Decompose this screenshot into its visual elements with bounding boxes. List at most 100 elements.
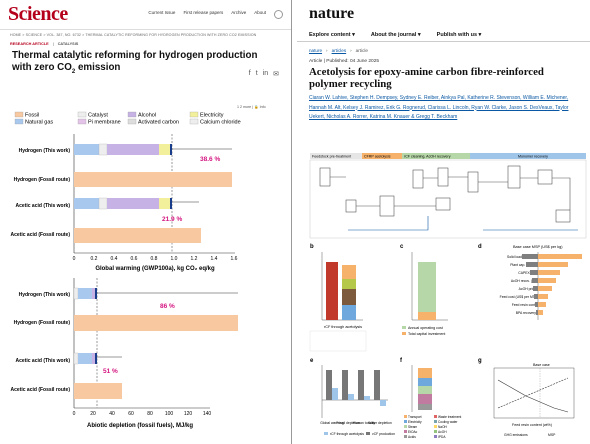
row-label: Acetic acid (Fossil route) — [11, 387, 71, 393]
svg-text:AcOH price: AcOH price — [519, 287, 536, 291]
svg-text:Total capital investment: Total capital investment — [408, 332, 445, 336]
row-label: Hydrogen (This work) — [19, 148, 71, 154]
bar — [538, 310, 543, 315]
legend-natural-gas: Natural gas — [25, 120, 53, 126]
svg-text:Transport: Transport — [408, 415, 422, 419]
nature-logo[interactable]: nature — [309, 5, 355, 22]
nav-current-issue[interactable]: Current Issue — [148, 10, 176, 15]
svg-text:Fossil depletion: Fossil depletion — [336, 421, 360, 425]
bar-segment — [78, 353, 92, 364]
svg-text:80: 80 — [147, 411, 153, 417]
bar — [538, 278, 556, 283]
svg-text:f: f — [400, 358, 403, 364]
science-logo[interactable]: Science — [8, 3, 68, 25]
svg-text:0.4: 0.4 — [111, 256, 118, 262]
bar — [538, 294, 548, 299]
chart1-xlabel: Global warming (GWP100a), kg CO₂ eq/kg — [95, 266, 215, 272]
chart-legend: Fossil Natural gas Catalyst Pi membrane … — [14, 111, 241, 126]
bar — [342, 289, 356, 305]
author-list[interactable]: Ciaran W. Lahive, Stephen H. Dempsey, Sy… — [309, 95, 569, 120]
bar-segment — [170, 198, 172, 209]
bar-segment — [159, 198, 170, 209]
bar — [522, 254, 538, 259]
linkedin-icon[interactable]: in — [262, 70, 269, 77]
svg-text:Feed resin content (wt%): Feed resin content (wt%) — [512, 423, 552, 427]
bar-segment — [73, 287, 79, 300]
row-label: Hydrogen (This work) — [19, 292, 71, 298]
bar-segment — [92, 288, 95, 299]
bar — [326, 370, 332, 400]
legend-pi-membrane: Pi membrane — [88, 120, 121, 126]
bar-segment — [98, 197, 108, 210]
email-icon[interactable]: ✉ — [273, 71, 279, 78]
bar — [342, 305, 356, 320]
panel-f-ghg-breakdown: f Transport Electricity Steam EtOAc Acid… — [400, 358, 461, 439]
bar — [326, 262, 338, 320]
ghg-line — [497, 379, 569, 413]
svg-text:e: e — [310, 358, 314, 364]
svg-text:Monomer recovery: Monomer recovery — [518, 155, 548, 159]
svg-text:IPDA: IPDA — [438, 435, 446, 439]
svg-text:g: g — [478, 358, 482, 364]
menu-publish[interactable]: Publish with us ▾ — [436, 31, 482, 38]
science-nav: Current Issue First release papers Archi… — [148, 10, 283, 19]
breadcrumb: nature › articles › article — [309, 48, 368, 53]
row-label: Acetic acid (Fossil route) — [11, 232, 71, 238]
legend-calcium-chloride: Calcium chloride — [200, 120, 241, 126]
nav-about[interactable]: About — [254, 10, 266, 15]
svg-text:vCF production: vCF production — [372, 432, 395, 436]
row-label: Acetic acid (This work) — [16, 358, 71, 364]
bar-segment — [159, 144, 170, 155]
crumb-article: article — [355, 48, 368, 53]
bar — [418, 368, 432, 378]
bar — [418, 378, 432, 386]
catalysis-tag[interactable]: CATALYSIS — [57, 42, 79, 46]
article-meta[interactable]: 1 2 more | 🔒 Info — [237, 105, 266, 109]
menu-about-journal[interactable]: About the journal ▾ — [370, 31, 421, 38]
bar — [538, 286, 552, 291]
crumb-nature[interactable]: nature — [309, 48, 323, 53]
svg-text:120: 120 — [184, 411, 193, 417]
user-avatar-icon[interactable] — [274, 10, 283, 19]
science-figure: Fossil Natural gas Catalyst Pi membrane … — [11, 111, 241, 429]
page-title: Acetolysis for epoxy-amine carbon fibre-… — [309, 66, 544, 90]
page-title: Thermal catalytic reforming for hydrogen… — [12, 50, 258, 75]
bar-segment — [95, 288, 97, 299]
menu-explore-content[interactable]: Explore content ▾ — [309, 31, 355, 38]
breadcrumb[interactable]: HOME > SCIENCE > VOL. 387, NO. 6732 > TH… — [10, 33, 257, 37]
svg-text:Base case: Base case — [533, 363, 550, 367]
svg-text:0.2: 0.2 — [91, 256, 98, 262]
svg-text:Steam: Steam — [408, 425, 418, 429]
svg-text:Solid loading (wt%): Solid loading (wt%) — [507, 255, 536, 259]
bar-segment — [107, 144, 159, 155]
share-toolbar: f t in ✉ — [249, 70, 279, 78]
msp-line — [497, 377, 569, 409]
svg-text:AcOH recov. (%): AcOH recov. (%) — [511, 279, 536, 283]
nav-archive[interactable]: Archive — [231, 10, 247, 15]
svg-text:100: 100 — [165, 411, 174, 417]
twitter-icon[interactable]: t — [255, 70, 258, 77]
bar-segment — [74, 144, 99, 155]
nav-first-release[interactable]: First release papers — [183, 10, 224, 15]
legend-fossil: Fossil — [25, 113, 39, 119]
svg-text:c: c — [400, 244, 404, 250]
facebook-icon[interactable]: f — [248, 70, 251, 77]
svg-text:Waste treatment: Waste treatment — [438, 415, 461, 419]
svg-text:MSP: MSP — [548, 433, 556, 437]
panel-g-resin-content: g Base case Feed resin content (wt%) GHG… — [478, 358, 575, 437]
svg-text:0.6: 0.6 — [131, 256, 138, 262]
bar — [342, 279, 356, 289]
svg-text:CAPEX (%): CAPEX (%) — [518, 271, 536, 275]
bar — [538, 262, 568, 267]
svg-text:Plant cap. (MT/y): Plant cap. (MT/y) — [510, 263, 536, 267]
bar-segment — [74, 383, 122, 399]
svg-text:0: 0 — [73, 256, 76, 262]
bar — [358, 370, 364, 400]
bar-segment — [74, 198, 99, 209]
bar-segment — [107, 198, 159, 209]
bar — [418, 312, 436, 320]
crumb-articles[interactable]: articles — [331, 48, 347, 53]
research-article-tag[interactable]: RESEARCH ARTICLE — [10, 42, 49, 46]
bar-segment — [78, 288, 92, 299]
panel-d-sensitivity: d Base case MSP (US$ per kg) Solid loadi… — [478, 244, 582, 320]
